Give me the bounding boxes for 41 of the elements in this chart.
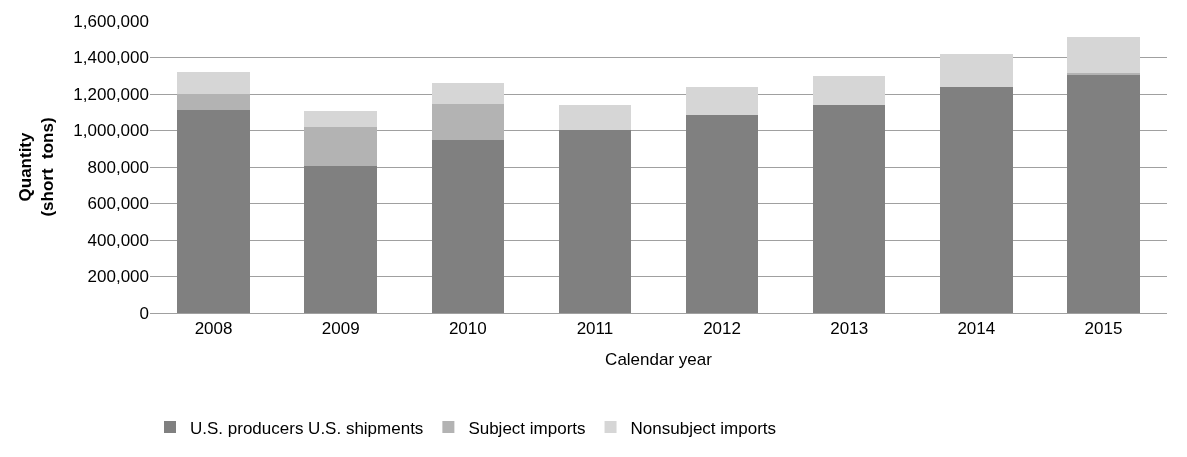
y-tick-label: 1,000,000 bbox=[73, 121, 149, 141]
x-tick-label: 2013 bbox=[830, 319, 869, 339]
y-tick-label: 1,400,000 bbox=[73, 48, 149, 68]
bar bbox=[1067, 36, 1140, 74]
bar bbox=[812, 105, 886, 313]
x-axis-title: Calendar year bbox=[605, 349, 713, 369]
y-axis-title: Quantity (short tons) bbox=[15, 117, 57, 217]
x-tick-label: 2015 bbox=[1084, 319, 1123, 339]
bar bbox=[940, 87, 1013, 313]
x-tick-label: 2012 bbox=[703, 319, 741, 339]
x-tick-label: 2009 bbox=[321, 319, 360, 339]
bar bbox=[685, 87, 759, 116]
bar bbox=[431, 104, 505, 141]
bar bbox=[685, 115, 759, 313]
y-tick-label: 800,000 bbox=[87, 157, 149, 177]
bar bbox=[304, 126, 377, 166]
y-tick-label: 200,000 bbox=[87, 267, 149, 287]
bar bbox=[1067, 74, 1140, 313]
x-tick-label: 2014 bbox=[957, 319, 996, 339]
bar bbox=[431, 140, 505, 313]
bar bbox=[177, 71, 250, 95]
x-tick-label: 2011 bbox=[576, 319, 614, 339]
y-tick-label: 1,600,000 bbox=[73, 11, 149, 31]
bar bbox=[431, 83, 505, 105]
y-tick-label: 0 bbox=[139, 303, 149, 323]
bar bbox=[558, 105, 632, 130]
legend-label: U.S. producers U.S. shipments bbox=[190, 418, 424, 438]
y-tick-label: 600,000 bbox=[87, 194, 149, 214]
x-tick-label: 2010 bbox=[448, 319, 487, 339]
bar bbox=[177, 110, 250, 313]
y-tick-label: 1,200,000 bbox=[73, 84, 149, 104]
legend-label: Subject imports bbox=[468, 418, 586, 438]
bar bbox=[940, 54, 1013, 88]
legend-label: Nonsubject imports bbox=[630, 418, 777, 438]
y-tick-label: 400,000 bbox=[87, 230, 149, 250]
bar bbox=[812, 76, 886, 106]
bar bbox=[304, 110, 377, 127]
x-tick-label: 2008 bbox=[194, 319, 233, 339]
bar bbox=[177, 94, 250, 111]
bar bbox=[558, 129, 632, 313]
bar bbox=[304, 165, 377, 313]
